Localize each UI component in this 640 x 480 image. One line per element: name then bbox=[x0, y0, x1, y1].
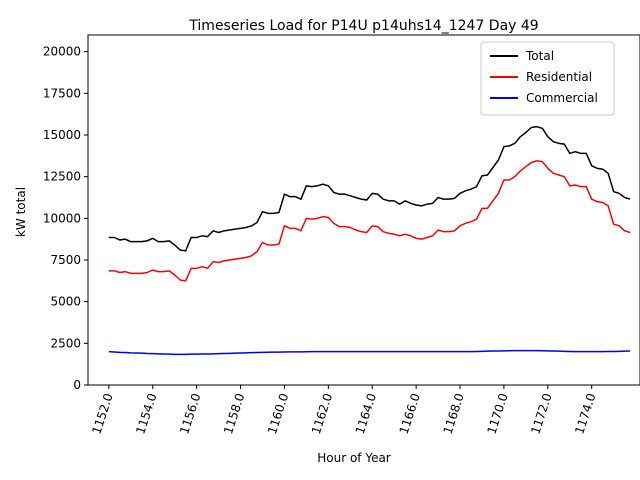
series-line-commercial bbox=[108, 349, 631, 356]
y-tick-label: 10000 bbox=[43, 211, 81, 225]
legend: Total Residential Commercial bbox=[480, 41, 615, 116]
y-axis: 0 2500 5000 7500 10000 12500 15000 17500 20000 bbox=[43, 45, 88, 392]
series-line-residential bbox=[108, 160, 631, 282]
y-tick-label: 12500 bbox=[43, 170, 81, 184]
legend-box bbox=[480, 41, 615, 116]
y-tick-label: 20000 bbox=[43, 45, 81, 59]
y-tick-label: 7500 bbox=[50, 253, 81, 267]
legend-label-total: Total bbox=[525, 49, 554, 63]
y-tick-label: 2500 bbox=[50, 336, 81, 350]
y-tick-label: 15000 bbox=[43, 128, 81, 142]
y-tick-label: 0 bbox=[73, 378, 81, 392]
y-tick-label: 5000 bbox=[50, 295, 81, 309]
y-axis-label: kW total bbox=[14, 187, 28, 237]
x-axis-label: Hour of Year bbox=[317, 451, 391, 465]
chart-title: Timeseries Load for P14U p14uhs14_1247 D… bbox=[188, 18, 538, 34]
series-line-total bbox=[108, 125, 631, 252]
legend-label-residential: Residential bbox=[526, 70, 592, 84]
series-layer bbox=[108, 125, 631, 356]
y-tick-label: 17500 bbox=[43, 86, 81, 100]
plot-frame bbox=[87, 34, 640, 386]
legend-label-commercial: Commercial bbox=[526, 91, 598, 105]
